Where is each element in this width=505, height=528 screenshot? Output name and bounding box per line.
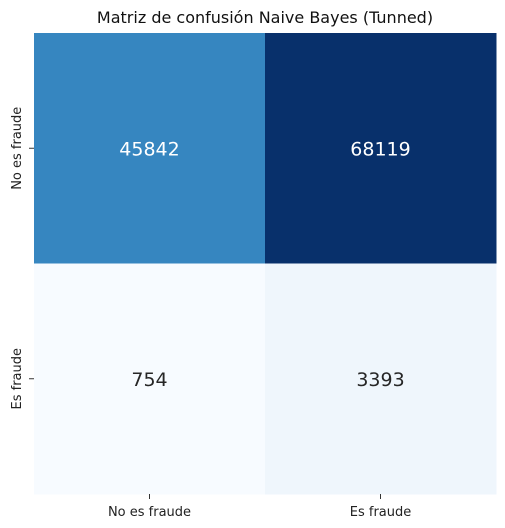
y-axis: No es fraude Es fraude [10, 107, 34, 410]
cell-value-r0-c1: 68119 [350, 138, 410, 160]
y-tick-label-1: Es fraude [10, 348, 25, 410]
heatmap-cell-r1-c1 [265, 263, 497, 495]
chart-title: Matriz de confusión Naive Bayes (Tunned) [97, 8, 433, 27]
cell-value-r1-c0: 754 [131, 369, 167, 391]
cell-value-r0-c0: 45842 [119, 138, 179, 160]
x-tick-label-1: Es fraude [350, 505, 412, 520]
x-tick-label-0: No es fraude [108, 505, 191, 520]
heatmap-cells [34, 33, 497, 495]
heatmap-cell-r0-c1 [265, 33, 497, 264]
cell-annotations: 45842 68119 754 3393 [119, 138, 410, 391]
heatmap-cell-r0-c0 [34, 33, 266, 264]
y-tick-label-0: No es fraude [10, 107, 25, 190]
x-axis: No es fraude Es fraude [108, 494, 411, 520]
cell-value-r1-c1: 3393 [356, 369, 404, 391]
heatmap-cell-r1-c0 [34, 263, 266, 495]
